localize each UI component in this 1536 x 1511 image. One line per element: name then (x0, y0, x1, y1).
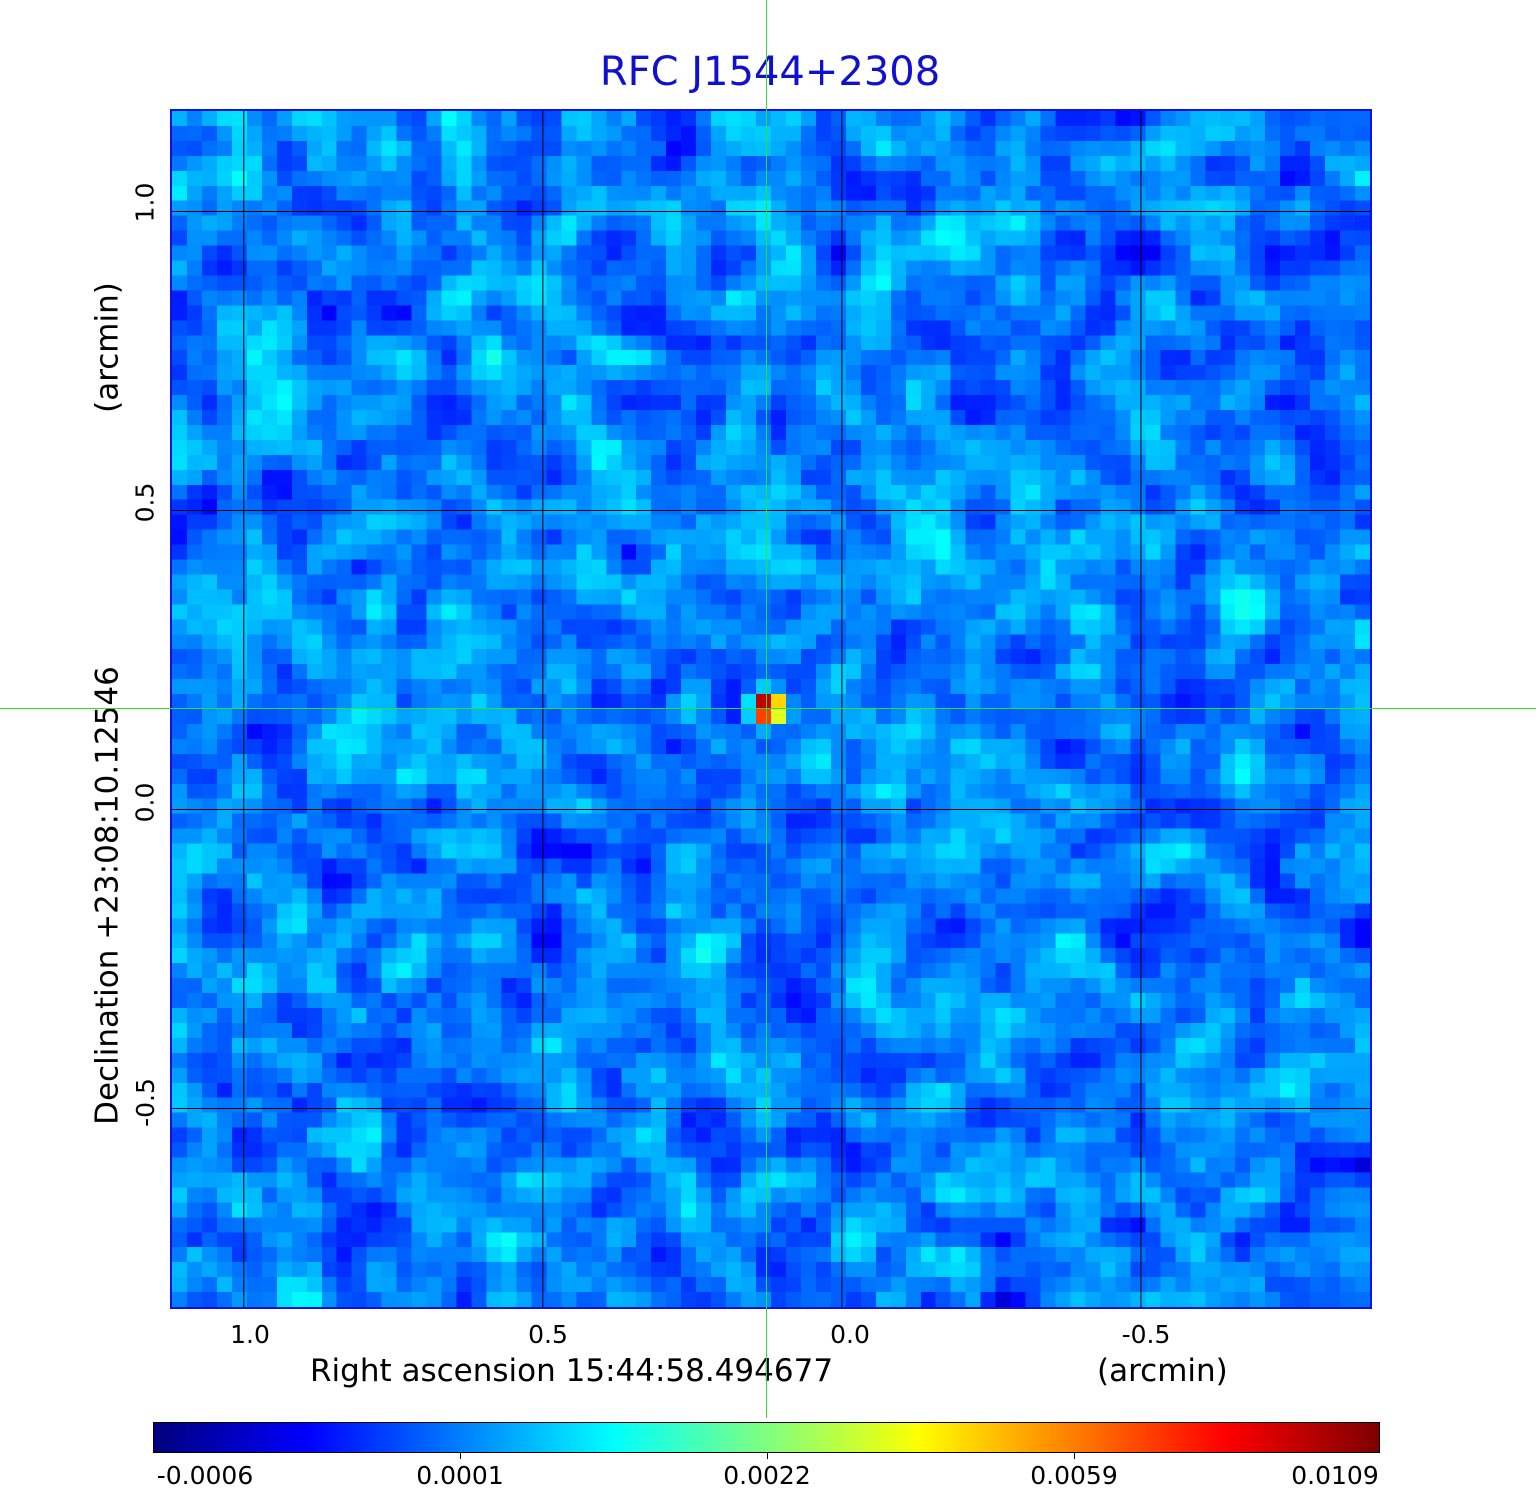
colorbar-tick-label: 0.0022 (723, 1461, 811, 1490)
y-tick-label: 0.5 (128, 442, 162, 562)
colorbar-tick-label: -0.0006 (156, 1461, 254, 1490)
x-tick-label: 0.0 (830, 1320, 870, 1349)
y-tick-text: 1.0 (130, 182, 160, 222)
colorbar (153, 1422, 1380, 1453)
y-tick-text: 0.0 (130, 782, 160, 822)
x-axis-label: Right ascension 15:44:58.494677 (310, 1353, 834, 1389)
colorbar-tick-label: 0.0059 (1030, 1461, 1118, 1490)
crosshair-horizontal (0, 708, 1536, 709)
y-tick-text: -0.5 (130, 1077, 160, 1127)
y-axis-unit: (arcmin) (89, 282, 126, 413)
x-tick-label: 1.0 (230, 1320, 270, 1349)
colorbar-tick-mark (460, 1453, 461, 1459)
colorbar-tick-label: 0.0109 (1291, 1461, 1379, 1490)
x-tick-label: -0.5 (1121, 1320, 1171, 1349)
y-tick-text: 0.5 (130, 482, 160, 522)
y-tick-label: -0.5 (128, 1042, 162, 1162)
x-tick-label: 0.5 (528, 1320, 568, 1349)
y-axis-label: Declination +23:08:10.12546 (89, 666, 126, 1125)
x-axis-unit: (arcmin) (1097, 1353, 1228, 1389)
crosshair-vertical (766, 0, 767, 1418)
chart-title: RFC J1544+2308 (599, 49, 941, 95)
y-tick-label: 1.0 (128, 142, 162, 262)
colorbar-tick-mark (767, 1453, 768, 1459)
colorbar-tick-mark (1074, 1453, 1075, 1459)
colorbar-tick-label: 0.0001 (416, 1461, 504, 1490)
grid-lines (172, 111, 1370, 1307)
y-tick-label: 0.0 (128, 742, 162, 862)
heatmap-image (172, 111, 1370, 1307)
image-plot-area[interactable] (170, 109, 1372, 1309)
